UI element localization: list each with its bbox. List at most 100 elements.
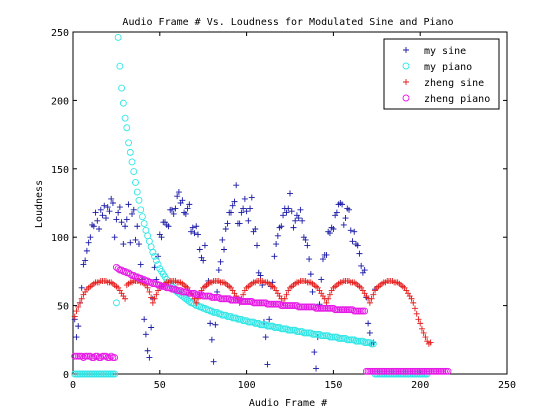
data-point: [347, 227, 354, 234]
data-point: [222, 311, 230, 319]
data-point: [168, 206, 175, 213]
data-point: [236, 296, 244, 304]
data-point: [321, 332, 329, 340]
data-point: [351, 228, 358, 235]
data-point: [319, 304, 327, 312]
data-point: [208, 307, 216, 315]
data-point: [221, 246, 228, 253]
chart-title: Audio Frame # Vs. Loudness for Modulated…: [122, 17, 453, 28]
data-point: [288, 208, 295, 215]
data-point: [444, 367, 452, 375]
data-point: [326, 291, 333, 298]
data-point: [244, 298, 252, 305]
data-point: [100, 370, 108, 378]
data-point: [291, 302, 299, 310]
data-point: [368, 295, 375, 302]
data-point: [193, 299, 200, 306]
data-point: [86, 352, 94, 360]
data-point: [71, 313, 78, 320]
data-point: [257, 321, 264, 329]
data-point: [196, 246, 203, 253]
x-tick-label: 50: [154, 380, 166, 391]
data-point: [165, 284, 172, 292]
data-point: [191, 230, 198, 237]
data-point: [93, 352, 101, 360]
data-point: [92, 352, 100, 360]
data-point: [366, 299, 373, 306]
data-point: [130, 168, 138, 175]
data-point: [286, 302, 294, 310]
data-point: [276, 300, 284, 308]
data-point: [106, 370, 113, 378]
data-point: [265, 300, 273, 308]
data-point: [270, 324, 278, 331]
data-point: [309, 330, 317, 338]
data-point: [225, 295, 233, 303]
data-point: [234, 296, 242, 304]
data-point: [97, 354, 105, 362]
legend-marker: [403, 79, 409, 85]
data-point: [214, 288, 221, 295]
data-point: [144, 277, 152, 285]
data-point: [283, 209, 290, 216]
data-point: [346, 206, 353, 213]
data-point: [290, 326, 297, 334]
data-point: [267, 300, 275, 308]
legend-label: zheng piano: [424, 94, 490, 105]
data-point: [217, 258, 224, 265]
data-point: [276, 324, 284, 331]
data-point: [222, 225, 229, 232]
data-point: [99, 352, 106, 360]
data-point: [233, 182, 240, 189]
data-point: [99, 370, 106, 378]
data-point: [378, 367, 386, 375]
data-point: [182, 210, 189, 217]
data-point: [335, 306, 343, 314]
data-point: [278, 223, 285, 230]
series-zheng-piano: [71, 263, 452, 375]
data-point: [215, 310, 223, 318]
data-point: [152, 280, 160, 288]
legend-marker: [403, 47, 409, 53]
data-point: [293, 302, 301, 310]
data-point: [333, 209, 340, 216]
data-point: [336, 306, 344, 314]
data-point: [123, 269, 131, 277]
data-point: [274, 300, 282, 308]
data-point: [264, 361, 271, 368]
data-point: [111, 370, 119, 378]
data-point: [222, 295, 230, 303]
data-point: [237, 298, 245, 305]
data-point: [277, 302, 285, 310]
data-point: [420, 367, 428, 375]
data-point: [325, 295, 332, 302]
data-point: [172, 205, 179, 212]
data-point: [335, 334, 343, 342]
data-point: [71, 352, 79, 360]
data-point: [246, 318, 254, 326]
x-tick-label: 200: [411, 380, 429, 391]
data-point: [79, 354, 87, 362]
data-point: [281, 325, 289, 333]
data-point: [300, 303, 308, 311]
data-point: [354, 337, 362, 345]
data-point: [81, 370, 89, 378]
data-point: [196, 303, 204, 311]
data-point: [175, 287, 183, 295]
data-point: [362, 339, 370, 346]
legend-label: my piano: [424, 62, 472, 73]
data-point: [397, 367, 405, 375]
data-point: [326, 304, 334, 312]
data-point: [236, 220, 243, 227]
data-point: [212, 321, 219, 328]
data-point: [189, 289, 197, 297]
data-point: [244, 318, 252, 326]
data-point: [331, 333, 339, 341]
data-point: [158, 282, 165, 290]
data-point: [284, 302, 292, 310]
data-point: [243, 317, 251, 325]
data-point: [302, 303, 310, 311]
data-point: [281, 302, 289, 310]
data-point: [152, 257, 160, 264]
